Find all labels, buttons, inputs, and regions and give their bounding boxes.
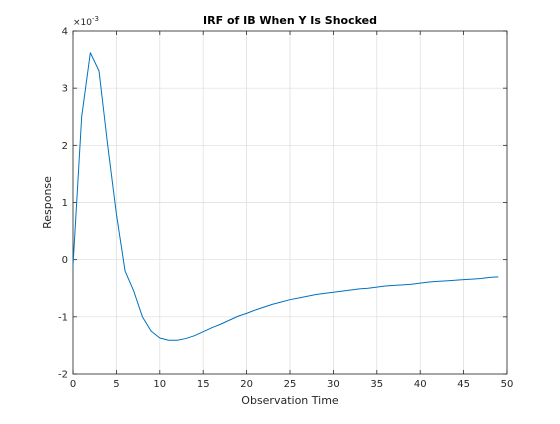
- x-tick-label: 10: [153, 379, 166, 390]
- x-tick-label: 5: [113, 379, 119, 390]
- y-tick-label: 1: [62, 198, 68, 209]
- x-axis-label: Observation Time: [241, 394, 339, 407]
- y-tick-label: 2: [62, 141, 68, 152]
- y-tick-label: -1: [58, 312, 68, 323]
- series-line: [72, 52, 499, 341]
- x-tick-label: 0: [70, 379, 76, 390]
- x-tick-label: 40: [414, 379, 427, 390]
- x-tick-label: 30: [327, 379, 340, 390]
- y-scale-exponent-power: -3: [92, 15, 99, 23]
- y-tick-label: 3: [62, 84, 68, 95]
- x-tick-label: 50: [501, 379, 514, 390]
- grid: [72, 30, 508, 375]
- y-tick-label: -2: [58, 370, 68, 381]
- x-tick-label: 20: [240, 379, 253, 390]
- y-scale-exponent: ×10-3: [73, 15, 99, 28]
- y-tick-label: 4: [62, 27, 68, 38]
- x-tick-label: 25: [284, 379, 297, 390]
- chart-title: IRF of IB When Y Is Shocked: [203, 14, 377, 27]
- y-axis-label: Response: [41, 176, 54, 229]
- x-tick-label: 15: [197, 379, 210, 390]
- ticks: 0 5 10 15 20 25 30 35 40 45 50 -2 -1 0 1 2 3 4: [58, 27, 513, 391]
- x-tick-label: 35: [370, 379, 383, 390]
- x-tick-label: 45: [457, 379, 470, 390]
- series-layer: [72, 52, 499, 341]
- y-tick-label: 0: [62, 255, 68, 266]
- y-scale-exponent-base: ×10: [73, 18, 92, 28]
